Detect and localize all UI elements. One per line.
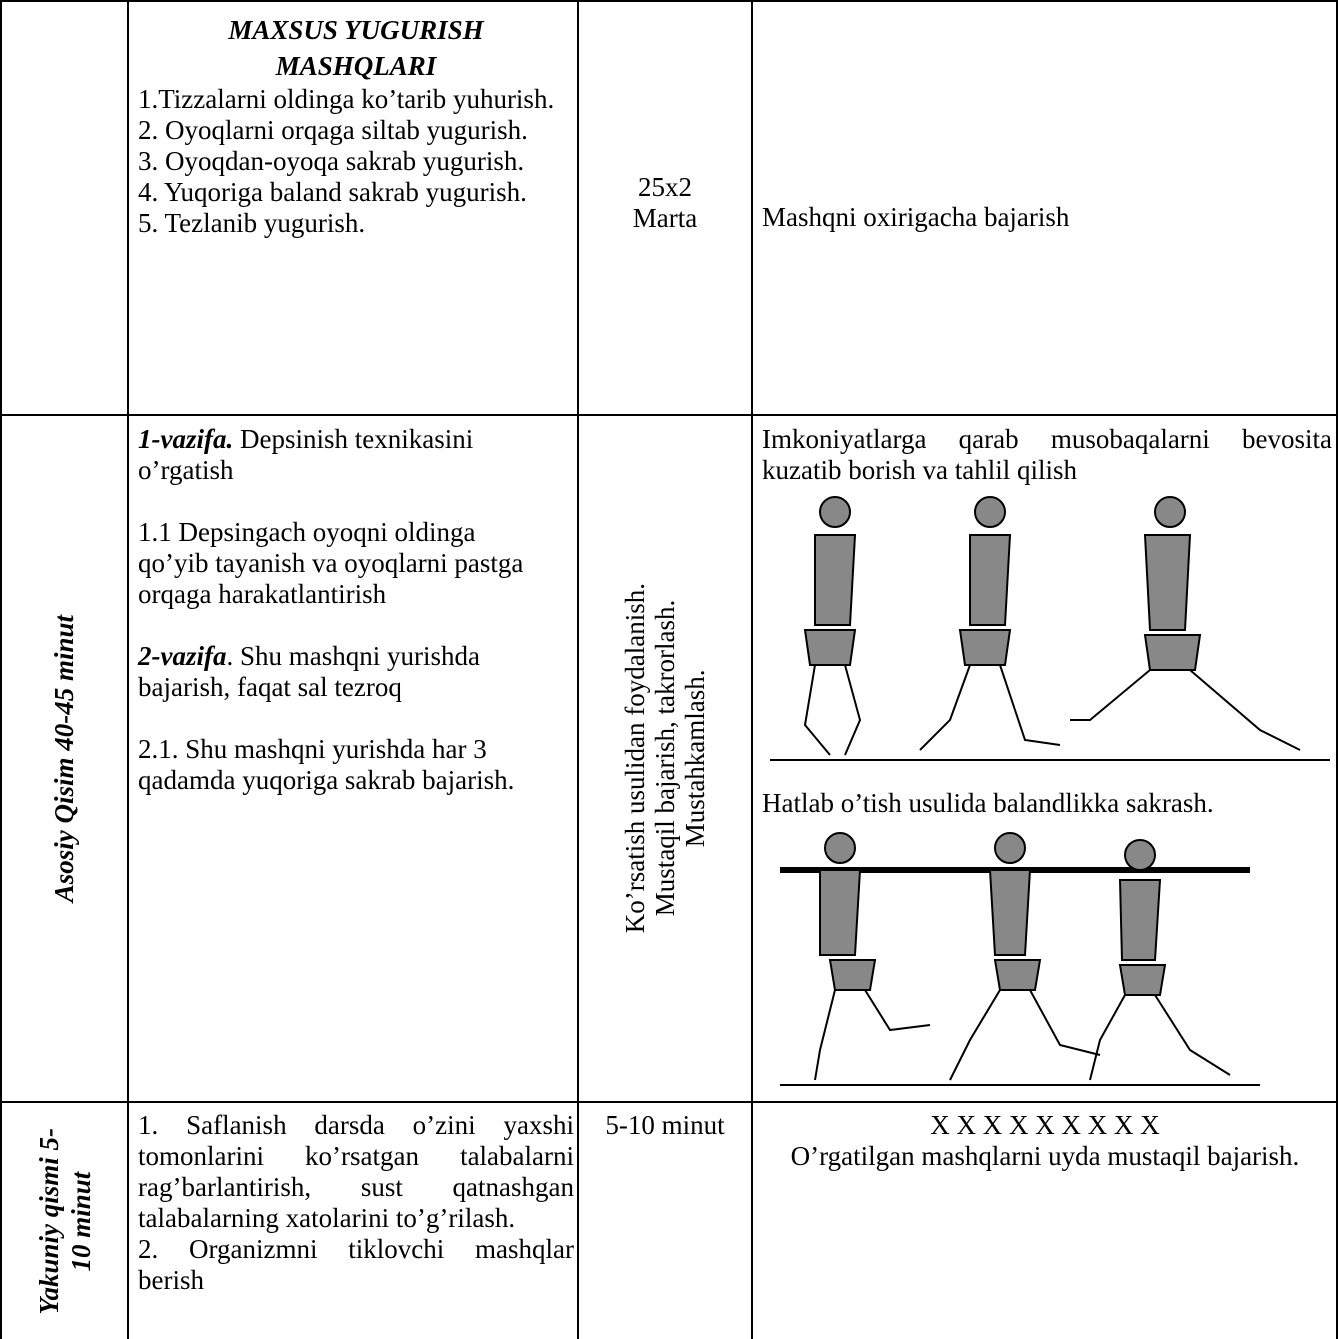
illustration (780, 832, 1260, 1086)
cell: X X X X X X X X X O’rgatilgan mashqlarni… (790, 1110, 1300, 1172)
caption: Hatlab o’tish usulida balandlikka sakras… (762, 788, 1214, 818)
list-item: 2. Organizmni tiklovchi mashqlar berish (138, 1234, 574, 1295)
text: 5-10 minut (605, 1110, 725, 1140)
cell: 1. Saflanish darsda o’zini yaxshi tomonl… (138, 1110, 574, 1296)
border (0, 1101, 1338, 1103)
list-item: 4. Yuqoriga baland sakrab yugurish. (138, 177, 527, 207)
cell: Ko’rsatish usulidan foydalanish. Mustaqil… (579, 416, 751, 1101)
paragraph: 2-vazifa. Shu mashqni yurishda bajarish,… (138, 641, 548, 703)
text: Mustaqil bajarish, takrorlash. (650, 600, 680, 917)
border (1336, 0, 1338, 1339)
list-item: 5. Tezlanib yugurish. (138, 208, 366, 238)
list-item: 2. Oyoqlarni orqaga siltab yugurish. (138, 115, 528, 145)
text: Mashqni oxirigacha bajarish (762, 202, 1070, 232)
border (0, 414, 1338, 416)
border (0, 0, 2, 1339)
lead: 1-vazifa. (138, 424, 234, 454)
method: Ko’rsatish usulidan foydalanish. Mustaqil… (620, 583, 710, 933)
cell: MAXSUS YUGURISH MASHQLARI 1.Tizzalarni o… (138, 12, 574, 239)
border (0, 0, 1338, 2)
section-label: Asosiy Qisim 40-45 minut (49, 614, 79, 903)
paragraph: 1.1 Depsingach oyoqni oldinga qo’yib tay… (138, 517, 524, 609)
cell: Asosiy Qisim 40-45 minut (2, 416, 127, 1101)
cell: 1-vazifa. Depsinish texnikasini o’rgatis… (138, 424, 548, 796)
text: Marta (632, 203, 698, 233)
section-label: Yakuniy qismi 5- 10 minut (33, 1128, 97, 1315)
border (577, 0, 579, 1339)
cell: Yakuniy qismi 5- 10 minut (2, 1103, 127, 1339)
text: Yakuniy qismi 5- (33, 1127, 64, 1315)
text: 10 minut (65, 1171, 96, 1271)
text: 25x2 (638, 172, 692, 202)
cell: 25x2 Marta (579, 172, 751, 234)
list: 1.Tizzalarni oldinga ko’tarib yuhurish. … (138, 84, 574, 239)
lead: 2-vazifa (138, 641, 227, 671)
text: Mustahkamlash. (680, 669, 710, 848)
heading: MAXSUS YUGURISH MASHQLARI (228, 15, 484, 81)
border (751, 0, 753, 1339)
border (127, 0, 129, 1339)
text: . Shu mashqni yurishda bajarish, faqat s… (138, 641, 480, 702)
illustration (770, 496, 1330, 761)
paragraph: 2.1. Shu mashqni yurishda har 3 qadamda … (138, 734, 515, 795)
caption: Imkoniyatlarga qarab musobaqalarni bevos… (762, 424, 1332, 485)
text: Ko’rsatish usulidan foydalanish. (620, 583, 650, 934)
list-item: 1. Saflanish darsda o’zini yaxshi tomonl… (138, 1110, 574, 1233)
list-item: 3. Oyoqdan-oyoqa sakrab yugurish. (138, 146, 525, 176)
text: X X X X X X X X X (930, 1110, 1160, 1140)
list-item: 1.Tizzalarni oldinga ko’tarib yuhurish. (138, 84, 555, 114)
paragraph: 1-vazifa. Depsinish texnikasini o’rgatis… (138, 424, 548, 486)
text: Depsinish texnikasini o’rgatish (138, 424, 474, 485)
text: O’rgatilgan mashqlarni uyda mustaqil baj… (790, 1141, 1300, 1171)
